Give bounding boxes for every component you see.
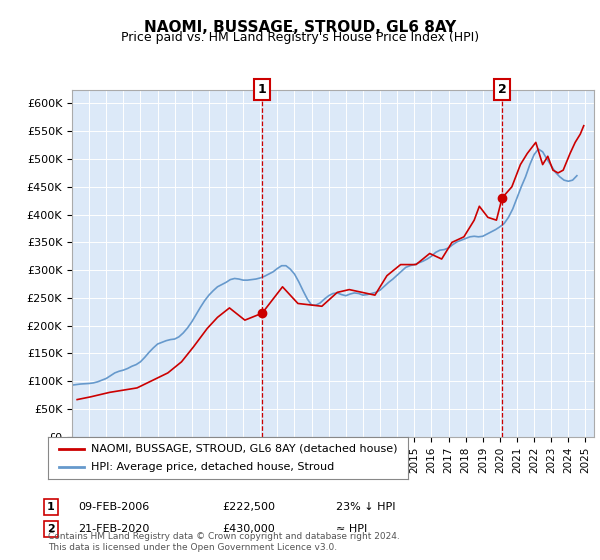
Text: 1: 1 bbox=[47, 502, 55, 512]
Text: Contains HM Land Registry data © Crown copyright and database right 2024.
This d: Contains HM Land Registry data © Crown c… bbox=[48, 532, 400, 552]
Text: HPI: Average price, detached house, Stroud: HPI: Average price, detached house, Stro… bbox=[91, 462, 334, 472]
Text: Price paid vs. HM Land Registry's House Price Index (HPI): Price paid vs. HM Land Registry's House … bbox=[121, 31, 479, 44]
Text: 23% ↓ HPI: 23% ↓ HPI bbox=[336, 502, 395, 512]
Text: 09-FEB-2006: 09-FEB-2006 bbox=[78, 502, 149, 512]
Text: 2: 2 bbox=[498, 83, 506, 96]
Text: £430,000: £430,000 bbox=[222, 524, 275, 534]
Text: NAOMI, BUSSAGE, STROUD, GL6 8AY: NAOMI, BUSSAGE, STROUD, GL6 8AY bbox=[144, 20, 456, 35]
Text: 21-FEB-2020: 21-FEB-2020 bbox=[78, 524, 149, 534]
Text: 2: 2 bbox=[47, 524, 55, 534]
Text: NAOMI, BUSSAGE, STROUD, GL6 8AY (detached house): NAOMI, BUSSAGE, STROUD, GL6 8AY (detache… bbox=[91, 444, 398, 454]
Text: ≈ HPI: ≈ HPI bbox=[336, 524, 367, 534]
Text: £222,500: £222,500 bbox=[222, 502, 275, 512]
Text: 1: 1 bbox=[258, 83, 266, 96]
